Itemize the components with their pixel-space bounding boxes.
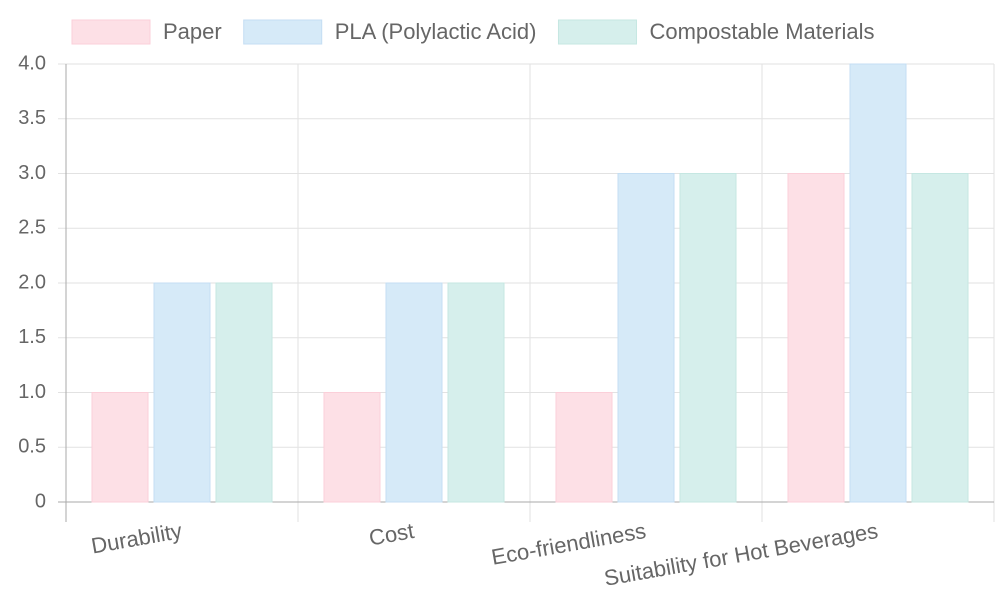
bar — [323, 392, 381, 503]
bar — [555, 392, 613, 503]
y-tick-label: 3.0 — [18, 162, 46, 184]
bar — [215, 282, 273, 503]
y-tick-label: 2.5 — [18, 217, 46, 239]
legend-swatch — [71, 19, 151, 45]
legend-label: Paper — [163, 19, 222, 44]
y-tick-label: 1.0 — [18, 381, 46, 403]
bar — [849, 63, 907, 503]
bar — [787, 173, 845, 503]
x-tick-label: Cost — [367, 518, 416, 550]
bar — [91, 392, 149, 503]
legend-label: Compostable Materials — [649, 19, 874, 44]
bar — [679, 173, 737, 503]
y-tick-label: 0.5 — [18, 436, 46, 458]
y-tick-label: 3.5 — [18, 107, 46, 129]
bar — [617, 173, 675, 503]
bar — [153, 282, 211, 503]
legend-swatch — [557, 19, 637, 45]
bar — [385, 282, 443, 503]
bar — [911, 173, 969, 503]
y-tick-label: 1.5 — [18, 326, 46, 348]
y-tick-label: 2.0 — [18, 271, 46, 293]
bar — [447, 282, 505, 503]
legend-swatch — [243, 19, 323, 45]
y-tick-label: 0 — [35, 490, 46, 512]
legend-label: PLA (Polylactic Acid) — [335, 19, 537, 44]
y-tick-label: 4.0 — [18, 52, 46, 74]
x-tick-label: Durability — [89, 518, 184, 559]
